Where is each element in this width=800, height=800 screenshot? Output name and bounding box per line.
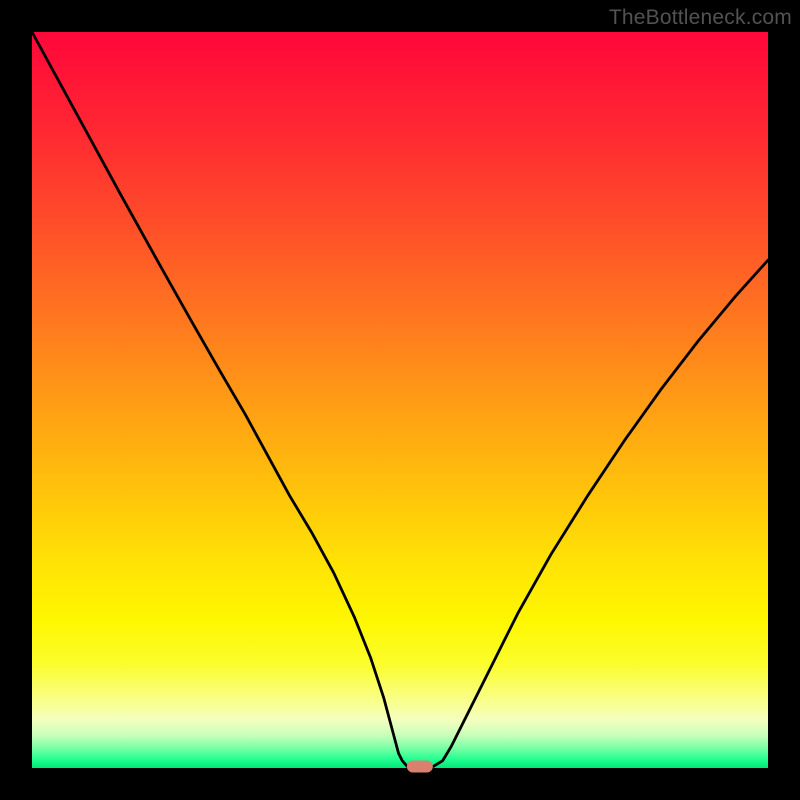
bottleneck-chart xyxy=(0,0,800,800)
plot-background xyxy=(32,32,768,768)
watermark-text: TheBottleneck.com xyxy=(609,6,792,30)
optimum-marker xyxy=(407,761,433,773)
